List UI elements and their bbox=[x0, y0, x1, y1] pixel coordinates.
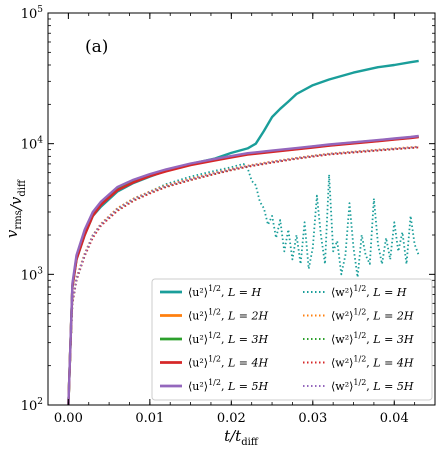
y-tick-label: 103 bbox=[21, 266, 44, 283]
y-tick-label: 105 bbox=[21, 5, 44, 22]
y-axis-label: vrms/vdiff bbox=[3, 179, 28, 238]
x-tick-label: 0.00 bbox=[54, 411, 83, 426]
x-tick-label: 0.01 bbox=[135, 411, 164, 426]
legend: ⟨u²⟩1/2, L = H ⟨w²⟩1/2, L = H ⟨u²⟩1/2, L =… bbox=[151, 278, 433, 401]
series-line-8 bbox=[67, 134, 419, 405]
series-layer bbox=[67, 59, 420, 405]
series-line-1 bbox=[67, 162, 420, 405]
x-axis-label: t/tdiff bbox=[224, 427, 259, 448]
y-tick-label: 104 bbox=[21, 136, 44, 153]
legend-entry-label: ⟨u²⟩1/2, L = 4H bbox=[188, 355, 268, 370]
legend-entry-label: ⟨u²⟩1/2, L = 5H bbox=[188, 378, 268, 393]
plot-frame bbox=[47, 12, 436, 406]
x-tick-label: 0.04 bbox=[380, 411, 409, 426]
series-line-7 bbox=[67, 146, 419, 405]
x-tick-label: 0.03 bbox=[298, 411, 327, 426]
legend-entry-label: ⟨u²⟩1/2, L = 2H bbox=[188, 308, 268, 323]
panel-label: (a) bbox=[85, 37, 108, 57]
y-tick-label: 102 bbox=[21, 397, 43, 414]
legend-entry-label: ⟨w²⟩1/2, L = 5H bbox=[331, 378, 414, 393]
legend-entry-label: ⟨u²⟩1/2, L = 3H bbox=[188, 331, 268, 346]
legend-entry-label: ⟨w²⟩1/2, L = 4H bbox=[331, 355, 414, 370]
ticks-layer: 0.00 0.01 0.02 0.03 0.04 102 103 104 105 bbox=[21, 5, 435, 426]
legend-entry-label: ⟨w²⟩1/2, L = 3H bbox=[331, 331, 414, 346]
legend-entry-label: ⟨w²⟩1/2, L = H bbox=[331, 284, 407, 299]
legend-entry-label: ⟨w²⟩1/2, L = 2H bbox=[331, 308, 414, 323]
x-tick-label: 0.02 bbox=[217, 411, 246, 426]
legend-box bbox=[151, 278, 433, 401]
legend-entry-label: ⟨u²⟩1/2, L = H bbox=[188, 284, 261, 299]
